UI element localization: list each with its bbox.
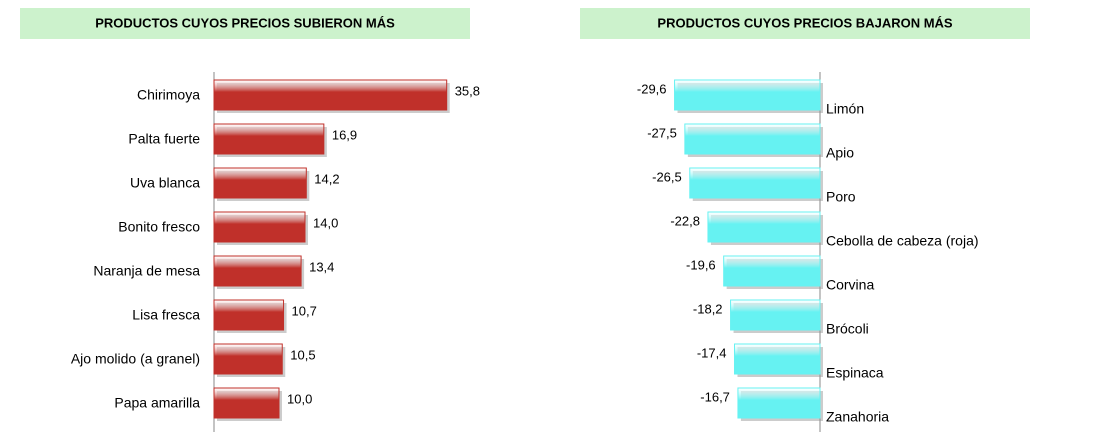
bar: [730, 299, 821, 331]
title-box: [20, 8, 470, 39]
category-label: Uva blanca: [130, 175, 200, 191]
value-label: 10,7: [292, 303, 317, 318]
bar: [213, 123, 325, 155]
category-label: Palta fuerte: [128, 131, 200, 147]
bar: [213, 211, 306, 243]
value-label: 14,0: [313, 215, 338, 230]
category-label: Brócoli: [826, 321, 869, 337]
category-label: Limón: [826, 101, 864, 117]
bar: [723, 255, 821, 287]
bar: [684, 123, 821, 155]
category-label: Papa amarilla: [114, 395, 200, 411]
value-label: -22,8: [670, 213, 700, 228]
category-label: Corvina: [826, 277, 874, 293]
category-label: Zanahoria: [826, 409, 889, 425]
chart-title: PRODUCTOS CUYOS PRECIOS BAJARON MÁS: [657, 15, 953, 30]
value-label: -17,4: [697, 345, 727, 360]
category-label: Apio: [826, 145, 854, 161]
category-label: Naranja de mesa: [93, 263, 200, 279]
bar: [213, 255, 302, 287]
bar: [213, 167, 307, 199]
bar: [733, 343, 821, 375]
chart-title: PRODUCTOS CUYOS PRECIOS SUBIERON MÁS: [95, 15, 395, 30]
value-label: 35,8: [455, 83, 480, 98]
category-label: Lisa fresca: [132, 307, 200, 323]
bar: [213, 299, 285, 331]
value-label: -19,6: [686, 257, 716, 272]
category-label: Cebolla de cabeza (roja): [826, 233, 979, 249]
value-label: 10,5: [290, 347, 315, 362]
value-label: -27,5: [647, 125, 677, 140]
bar: [213, 387, 280, 419]
category-label: Ajo molido (a granel): [71, 351, 200, 367]
value-label: -18,2: [693, 301, 723, 316]
bar: [674, 79, 821, 111]
bar: [689, 167, 821, 199]
value-label: -16,7: [700, 389, 730, 404]
bar: [213, 79, 448, 111]
value-label: 10,0: [287, 391, 312, 406]
category-label: Espinaca: [826, 365, 884, 381]
category-label: Chirimoya: [137, 87, 200, 103]
bar: [213, 343, 283, 375]
title-box: [580, 8, 1030, 39]
bar: [707, 211, 821, 243]
category-label: Bonito fresco: [118, 219, 200, 235]
value-label: -29,6: [637, 81, 667, 96]
bar: [737, 387, 821, 419]
value-label: 13,4: [309, 259, 334, 274]
value-label: 14,2: [314, 171, 339, 186]
value-label: 16,9: [332, 127, 357, 142]
value-label: -26,5: [652, 169, 682, 184]
category-label: Poro: [826, 189, 856, 205]
